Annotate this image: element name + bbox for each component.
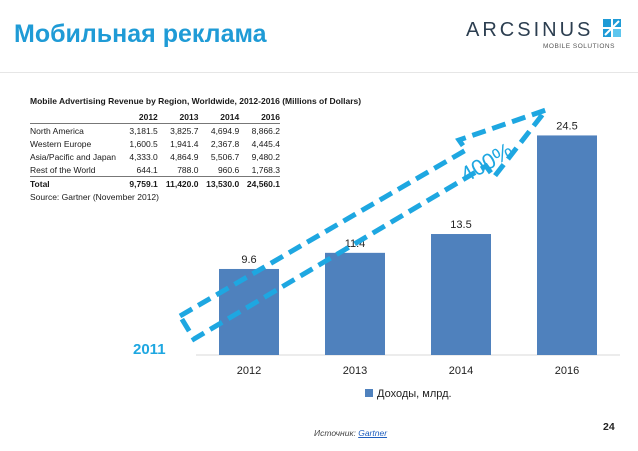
page-title: Мобильная реклама xyxy=(14,20,267,48)
table-cell: 4,445.4 xyxy=(251,138,280,149)
table-cell: 24,560.1 xyxy=(239,176,280,190)
table-header-cell: 2016 xyxy=(239,110,280,124)
table-cell: 9,759.1 xyxy=(117,176,158,190)
logo-mark-icon xyxy=(603,19,621,37)
table-row-label: Western Europe xyxy=(30,138,92,149)
bar-data-label: 9.6 xyxy=(241,254,256,266)
table-cell: 960.6 xyxy=(217,164,240,175)
table-header-row: 2012 2013 2014 2016 xyxy=(30,110,280,124)
table-header-cell: 2014 xyxy=(198,110,240,124)
table-cell: 13,530.0 xyxy=(198,176,240,190)
table-cell: 644.1 xyxy=(136,164,158,175)
start-year-label: 2011 xyxy=(133,341,166,358)
table-cell: 8,866.2 xyxy=(251,125,280,136)
x-tick-label: 2013 xyxy=(343,365,367,377)
revenue-table: 2012 2013 2014 2016 North America 3,181.… xyxy=(30,110,280,190)
bar xyxy=(219,268,279,355)
bar xyxy=(325,252,385,355)
table-cell: 788.0 xyxy=(177,164,199,175)
x-tick-label: 2012 xyxy=(237,365,261,377)
table-row: Asia/Pacific and Japan 4,333.0 4,864.9 5… xyxy=(30,150,280,163)
footer-source-link[interactable]: Gartner xyxy=(358,428,388,438)
table-title: Mobile Advertising Revenue by Region, Wo… xyxy=(30,96,362,106)
logo-wordmark: ARCSINUS xyxy=(466,19,594,41)
revenue-table-block: Mobile Advertising Revenue by Region, Wo… xyxy=(30,96,362,202)
table-header-cell: 2012 xyxy=(117,110,158,124)
growth-percent-label: 400% xyxy=(456,138,517,188)
table-row: North America 3,181.5 3,825.7 4,694.9 8,… xyxy=(30,124,280,138)
table-row-label: Asia/Pacific and Japan xyxy=(30,151,116,162)
x-tick-label: 2014 xyxy=(449,365,473,377)
table-cell: 4,694.9 xyxy=(210,125,240,136)
bar-data-label: 24.5 xyxy=(556,120,577,132)
table-cell: 3,181.5 xyxy=(129,125,158,136)
footer-source: Источник: Gartner xyxy=(314,428,387,438)
legend-label: Доходы, млрд. xyxy=(377,388,452,400)
table-cell: 3,825.7 xyxy=(170,125,199,136)
table-cell: 5,506.7 xyxy=(210,151,240,162)
table-cell: 11,420.0 xyxy=(157,176,199,190)
table-row-label: Total xyxy=(30,176,118,190)
legend-swatch xyxy=(365,389,373,397)
footer-source-prefix: Источник: xyxy=(314,428,359,438)
table-source: Source: Gartner (November 2012) xyxy=(30,192,159,202)
x-tick-label: 2016 xyxy=(555,365,579,377)
table-header-cell: 2013 xyxy=(157,110,199,124)
bar-data-label: 13.5 xyxy=(450,219,471,231)
table-cell: 9,480.2 xyxy=(251,151,280,162)
table-cell: 1,600.5 xyxy=(129,138,158,149)
table-cell: 4,333.0 xyxy=(129,151,158,162)
page-number: 24 xyxy=(603,421,615,433)
bar xyxy=(431,234,491,355)
logo-subtitle: MOBILE SOLUTIONS xyxy=(543,43,615,50)
table-row-label: North America xyxy=(30,125,84,136)
table-row-label: Rest of the World xyxy=(30,164,96,175)
table-header-blank xyxy=(30,110,118,124)
table-row: Rest of the World 644.1 788.0 960.6 1,76… xyxy=(30,163,280,177)
table-cell: 4,864.9 xyxy=(170,151,199,162)
table-total-row: Total 9,759.1 11,420.0 13,530.0 24,560.1 xyxy=(30,176,280,190)
table-cell: 1,768.3 xyxy=(251,164,280,175)
table-row: Western Europe 1,600.5 1,941.4 2,367.8 4… xyxy=(30,137,280,150)
bar xyxy=(537,135,597,355)
table-cell: 1,941.4 xyxy=(170,138,199,149)
slide-header: Мобильная реклама ARCSINUS MOBILE SOLUTI… xyxy=(0,0,638,70)
table-cell: 2,367.8 xyxy=(210,138,240,149)
header-divider xyxy=(0,72,638,73)
